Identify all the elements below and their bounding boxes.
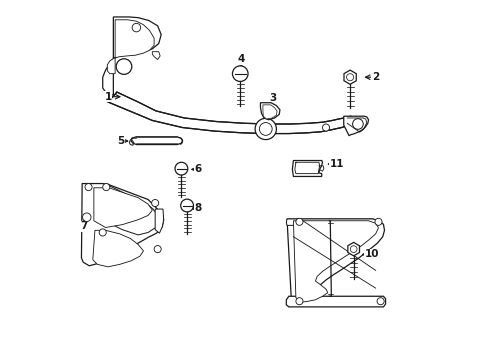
Polygon shape bbox=[94, 188, 152, 228]
Circle shape bbox=[376, 298, 384, 305]
Circle shape bbox=[181, 199, 193, 212]
Text: 7: 7 bbox=[81, 221, 88, 231]
Text: 11: 11 bbox=[329, 159, 343, 169]
Polygon shape bbox=[293, 221, 378, 302]
Polygon shape bbox=[93, 230, 143, 267]
Polygon shape bbox=[108, 92, 350, 134]
Circle shape bbox=[232, 66, 247, 81]
Circle shape bbox=[346, 74, 353, 81]
Text: 10: 10 bbox=[364, 249, 379, 260]
Circle shape bbox=[102, 184, 110, 191]
Polygon shape bbox=[107, 20, 154, 74]
Polygon shape bbox=[102, 17, 161, 95]
Polygon shape bbox=[286, 296, 385, 307]
Polygon shape bbox=[292, 161, 322, 176]
Polygon shape bbox=[286, 219, 384, 304]
Text: 4: 4 bbox=[237, 54, 244, 64]
Text: 3: 3 bbox=[269, 94, 276, 103]
Polygon shape bbox=[152, 52, 160, 59]
Text: 8: 8 bbox=[194, 203, 202, 213]
Polygon shape bbox=[343, 70, 356, 84]
Text: 2: 2 bbox=[371, 72, 379, 82]
Text: 6: 6 bbox=[194, 165, 202, 174]
Circle shape bbox=[259, 123, 272, 135]
Polygon shape bbox=[343, 116, 368, 136]
Circle shape bbox=[374, 218, 381, 225]
Polygon shape bbox=[260, 103, 279, 120]
Polygon shape bbox=[286, 219, 378, 225]
Circle shape bbox=[255, 118, 276, 140]
Circle shape bbox=[116, 59, 132, 75]
Polygon shape bbox=[155, 209, 163, 233]
Circle shape bbox=[154, 246, 161, 253]
Circle shape bbox=[85, 184, 92, 191]
Polygon shape bbox=[81, 184, 163, 266]
Circle shape bbox=[151, 199, 159, 207]
Circle shape bbox=[349, 246, 356, 252]
Circle shape bbox=[295, 298, 303, 305]
Polygon shape bbox=[131, 137, 182, 145]
Circle shape bbox=[352, 119, 363, 129]
Polygon shape bbox=[347, 242, 359, 256]
Circle shape bbox=[322, 124, 329, 131]
Text: 5: 5 bbox=[117, 136, 124, 146]
Polygon shape bbox=[105, 184, 159, 235]
Polygon shape bbox=[263, 105, 277, 119]
Text: 1: 1 bbox=[104, 92, 111, 102]
Circle shape bbox=[175, 162, 187, 175]
Circle shape bbox=[295, 218, 303, 225]
Circle shape bbox=[99, 229, 106, 236]
Text: 9: 9 bbox=[343, 221, 350, 231]
Circle shape bbox=[132, 23, 141, 32]
Circle shape bbox=[82, 213, 91, 221]
